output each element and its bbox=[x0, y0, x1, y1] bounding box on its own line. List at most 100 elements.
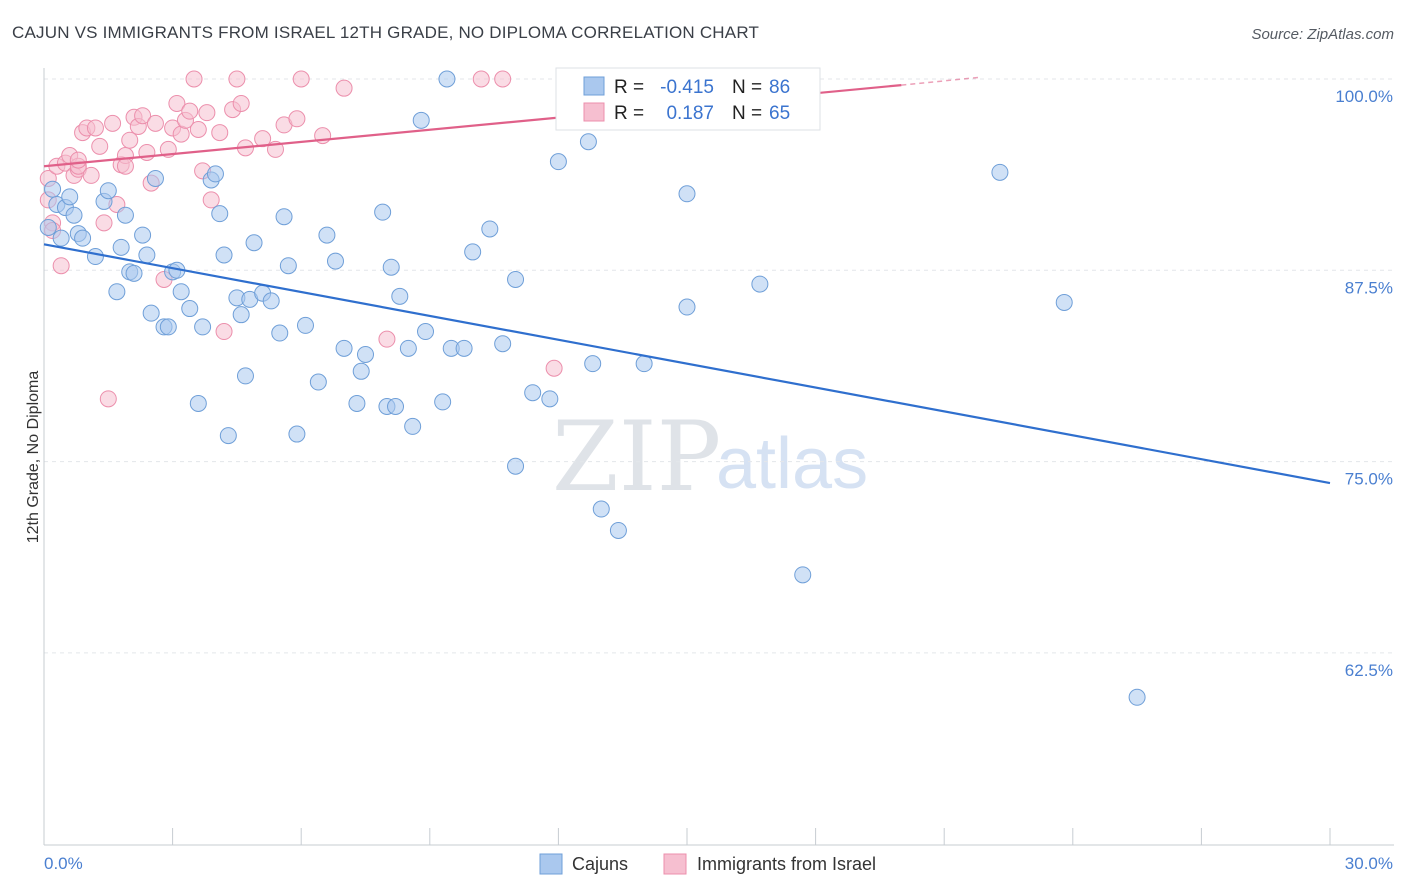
point-cajuns bbox=[507, 457, 525, 475]
point-cajuns bbox=[507, 270, 525, 288]
point-cajuns bbox=[678, 185, 696, 203]
axes bbox=[43, 68, 1394, 846]
trend-line-immigrants-from-israel-extension bbox=[901, 76, 979, 86]
point-cajuns bbox=[44, 180, 62, 198]
point-cajuns bbox=[309, 373, 327, 391]
point-cajuns bbox=[635, 355, 653, 373]
point-cajuns bbox=[464, 243, 482, 261]
point-cajuns bbox=[236, 367, 254, 385]
point-immigrants-from-israel bbox=[121, 131, 139, 149]
series-cajuns bbox=[39, 70, 1146, 706]
legend-label-cajuns: Cajuns bbox=[572, 854, 628, 874]
point-cajuns bbox=[138, 246, 156, 264]
point-immigrants-from-israel bbox=[232, 94, 250, 112]
point-cajuns bbox=[387, 398, 405, 416]
point-cajuns bbox=[74, 229, 92, 247]
point-cajuns bbox=[296, 316, 314, 334]
point-immigrants-from-israel bbox=[134, 107, 152, 125]
point-cajuns bbox=[108, 283, 126, 301]
point-immigrants-from-israel bbox=[288, 110, 306, 128]
point-cajuns bbox=[134, 226, 152, 244]
point-cajuns bbox=[335, 339, 353, 357]
point-cajuns bbox=[194, 318, 212, 336]
point-cajuns bbox=[215, 246, 233, 264]
point-cajuns bbox=[417, 323, 435, 341]
point-immigrants-from-israel bbox=[472, 70, 490, 88]
point-immigrants-from-israel bbox=[52, 257, 70, 275]
stats-swatch-blue bbox=[583, 76, 605, 96]
point-cajuns bbox=[1128, 688, 1146, 706]
y-tick-label-3: 62.5% bbox=[1345, 661, 1393, 680]
point-immigrants-from-israel bbox=[185, 70, 203, 88]
legend-swatch-israel bbox=[663, 853, 687, 875]
point-cajuns bbox=[751, 275, 769, 293]
point-cajuns bbox=[357, 345, 374, 363]
point-cajuns bbox=[125, 264, 143, 282]
point-immigrants-from-israel bbox=[202, 191, 220, 209]
point-cajuns bbox=[348, 394, 366, 412]
point-immigrants-from-israel bbox=[545, 359, 563, 377]
point-cajuns bbox=[275, 208, 293, 226]
point-immigrants-from-israel bbox=[86, 119, 104, 137]
point-immigrants-from-israel bbox=[91, 137, 109, 155]
source-label: Source: ZipAtlas.com bbox=[1251, 26, 1394, 43]
point-cajuns bbox=[609, 521, 627, 539]
point-immigrants-from-israel bbox=[181, 102, 199, 120]
point-immigrants-from-israel bbox=[168, 94, 186, 112]
stats-r-label-1: R = bbox=[614, 77, 644, 98]
watermark: ZIP atlas bbox=[552, 401, 868, 513]
point-immigrants-from-israel bbox=[292, 70, 310, 88]
point-cajuns bbox=[579, 133, 597, 151]
point-immigrants-from-israel bbox=[95, 214, 113, 232]
point-cajuns bbox=[206, 165, 224, 183]
stats-box: R = -0.415 N = 86 R = 0.187 N = 65 bbox=[555, 67, 821, 131]
stats-swatch-pink bbox=[583, 102, 605, 122]
point-cajuns bbox=[455, 339, 473, 357]
point-cajuns bbox=[404, 417, 422, 435]
point-cajuns bbox=[391, 287, 409, 305]
y-axis-label: 12th Grade, No Diploma bbox=[25, 371, 42, 544]
y-tick-label-0: 100.0% bbox=[1335, 87, 1393, 106]
point-cajuns bbox=[189, 394, 207, 412]
point-cajuns bbox=[584, 355, 602, 373]
trend-line-cajuns bbox=[43, 243, 1331, 485]
stats-n-label-1: N = bbox=[732, 77, 762, 98]
chart-title: CAJUN VS IMMIGRANTS FROM ISRAEL 12TH GRA… bbox=[12, 23, 759, 42]
x-tick-label-1: 30.0% bbox=[1345, 854, 1393, 873]
point-cajuns bbox=[412, 111, 430, 129]
point-cajuns bbox=[494, 335, 512, 353]
point-cajuns bbox=[318, 226, 336, 244]
point-cajuns bbox=[211, 205, 229, 223]
legend-label-israel: Immigrants from Israel bbox=[697, 854, 876, 874]
point-cajuns bbox=[1055, 293, 1073, 311]
point-cajuns bbox=[232, 306, 250, 324]
point-cajuns bbox=[524, 384, 542, 402]
legend-swatch-cajuns bbox=[539, 853, 563, 875]
point-cajuns bbox=[262, 292, 280, 310]
point-cajuns bbox=[991, 163, 1009, 181]
point-cajuns bbox=[434, 393, 452, 411]
point-immigrants-from-israel bbox=[146, 114, 164, 132]
point-cajuns bbox=[52, 229, 70, 247]
point-cajuns bbox=[382, 258, 400, 276]
point-cajuns bbox=[181, 300, 199, 318]
point-cajuns bbox=[326, 252, 344, 270]
stats-r-value-2: 0.187 bbox=[666, 103, 714, 124]
point-cajuns bbox=[99, 182, 117, 200]
x-tick-labels: 0.0% 30.0% bbox=[44, 854, 1393, 873]
point-cajuns bbox=[172, 283, 190, 301]
point-cajuns bbox=[352, 362, 370, 380]
watermark-atlas: atlas bbox=[716, 424, 868, 504]
stats-n-value-1: 86 bbox=[769, 77, 790, 98]
point-immigrants-from-israel bbox=[494, 70, 512, 88]
point-cajuns bbox=[541, 390, 559, 408]
point-cajuns bbox=[159, 318, 177, 336]
point-immigrants-from-israel bbox=[69, 151, 87, 169]
point-cajuns bbox=[279, 257, 297, 275]
y-tick-label-2: 75.0% bbox=[1345, 470, 1393, 489]
point-cajuns bbox=[245, 234, 263, 252]
stats-n-value-2: 65 bbox=[769, 103, 790, 124]
y-tick-labels: 100.0% 87.5% 75.0% 62.5% bbox=[1335, 87, 1393, 680]
point-immigrants-from-israel bbox=[254, 130, 272, 148]
y-tick-label-1: 87.5% bbox=[1345, 278, 1393, 297]
